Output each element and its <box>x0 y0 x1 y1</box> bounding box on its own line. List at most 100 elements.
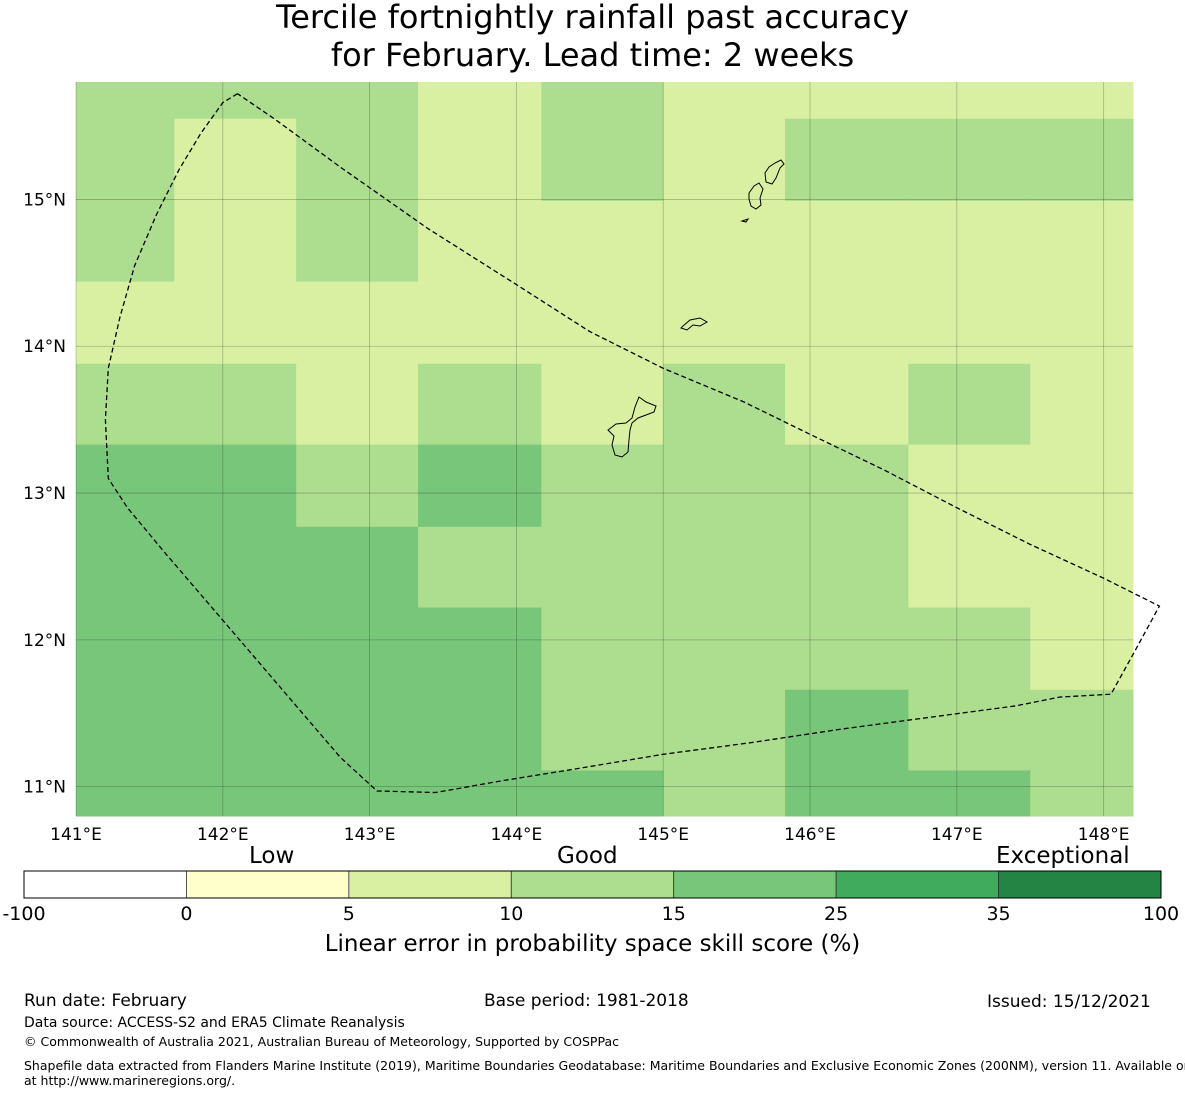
grid-cell <box>296 607 419 691</box>
grid-cell <box>908 689 1031 771</box>
grid-cell <box>785 444 909 528</box>
rota-island <box>680 317 709 331</box>
grid-cell <box>908 200 1031 283</box>
grid-cell <box>76 281 175 365</box>
grid-cell <box>908 82 1031 120</box>
grid-cell <box>541 281 664 365</box>
grid-cell <box>418 200 542 283</box>
grid-cell <box>174 607 297 691</box>
colorbar-bin <box>23 870 187 899</box>
graticule <box>75 82 1133 816</box>
longitude-label: 146°E <box>784 825 836 845</box>
grid-cell <box>76 444 175 528</box>
grid-cell <box>663 82 786 120</box>
shapefile-credit-line-1: Shapefile data extracted from Flanders M… <box>24 1058 1185 1073</box>
grid-cell <box>785 770 909 817</box>
latitude-label: 13°N <box>23 484 66 504</box>
grid-cell <box>76 526 175 609</box>
grid-cell <box>663 444 786 528</box>
grid-cell <box>296 770 419 817</box>
colorbar-tick-label: 10 <box>499 903 523 925</box>
grid-cell <box>296 82 419 120</box>
map-title-line-2: for February. Lead time: 2 weeks <box>330 36 855 74</box>
grid-cell <box>76 689 175 771</box>
grid-cell <box>418 82 542 120</box>
grid-cell <box>541 444 664 528</box>
longitude-label: 144°E <box>491 825 543 845</box>
grid-cell <box>76 607 175 691</box>
longitude-label: 142°E <box>197 825 249 845</box>
longitude-label: 145°E <box>637 825 689 845</box>
grid-cell <box>541 607 664 691</box>
longitude-label: 141°E <box>50 825 102 845</box>
legend-category-exceptional: Exceptional <box>996 843 1130 869</box>
grid-cell <box>1030 444 1134 528</box>
base-period: Base period: 1981-2018 <box>484 991 689 1011</box>
grid-cell <box>785 607 909 691</box>
grid-cell <box>541 770 664 817</box>
colorbar-tick-label: -100 <box>2 903 45 925</box>
grid-cell <box>908 607 1031 691</box>
longitude-label: 143°E <box>344 825 396 845</box>
latitude-label: 12°N <box>23 631 66 651</box>
colorbar-tick-label: 0 <box>180 903 192 925</box>
grid-cell <box>418 281 542 365</box>
grid-cell <box>663 118 786 202</box>
grid-cell <box>541 526 664 609</box>
grid-cell <box>1030 200 1134 283</box>
grid-cell <box>663 689 786 771</box>
colorbar-tick-label: 15 <box>662 903 686 925</box>
grid-cell <box>174 118 297 202</box>
grid-cell <box>76 363 175 446</box>
longitude-labels: 141°E 142°E 143°E 144°E 145°E 146°E 147°E 148°E <box>50 825 1129 845</box>
grid-cell <box>1030 281 1134 365</box>
grid-cell <box>296 281 419 365</box>
data-source: Data source: ACCESS-S2 and ERA5 Climate … <box>24 1015 405 1031</box>
grid-cell <box>296 200 419 283</box>
copyright-notice: © Commonwealth of Australia 2021, Austra… <box>24 1034 619 1049</box>
grid-cell <box>1030 770 1134 817</box>
issued-date: Issued: 15/12/2021 <box>987 992 1151 1012</box>
grid-cell <box>76 200 175 283</box>
grid-cell <box>541 363 664 446</box>
grid-cell <box>296 118 419 202</box>
colorbar-bin <box>510 870 675 899</box>
grid-cell <box>663 200 786 283</box>
grid-cell <box>174 281 297 365</box>
latitude-label: 15°N <box>23 190 66 210</box>
run-date: Run date: February <box>24 991 187 1011</box>
shapefile-credit-line-2: at http://www.marineregions.org/. <box>24 1073 236 1088</box>
grid-cell <box>296 689 419 771</box>
colorbar-tick-label: 35 <box>986 903 1010 925</box>
grid-cell <box>174 363 297 446</box>
grid-cell <box>785 281 909 365</box>
grid-cell <box>418 607 542 691</box>
grid-cell <box>663 281 786 365</box>
eez-boundary <box>104 93 1161 794</box>
grid-cell <box>785 82 909 120</box>
colorbar-bin <box>673 870 837 899</box>
colorbar-bin <box>348 870 512 899</box>
grid-cell <box>296 363 419 446</box>
grid-cell <box>785 526 909 609</box>
coastline-islands <box>607 159 785 458</box>
grid-cell <box>418 444 542 528</box>
grid-cell <box>418 526 542 609</box>
grid-cell <box>174 689 297 771</box>
latitude-labels: 15°N 14°N 13°N 12°N 11°N <box>23 190 66 797</box>
colorbar-bin <box>186 870 350 899</box>
grid-cell <box>663 607 786 691</box>
longitude-label: 148°E <box>1078 825 1130 845</box>
grid-cell <box>908 526 1031 609</box>
grid-cell <box>1030 118 1134 202</box>
grid-cell <box>908 363 1031 446</box>
grid-cell <box>76 118 175 202</box>
grid-cell <box>1030 689 1134 771</box>
guam-island <box>607 396 657 458</box>
colorbar-frame <box>23 870 1162 899</box>
colorbar-axis-label: Linear error in probability space skill … <box>324 931 861 957</box>
grid-cell <box>785 363 909 446</box>
saipan-island <box>764 159 785 185</box>
colorbar-tick-label: 100 <box>1143 903 1179 925</box>
